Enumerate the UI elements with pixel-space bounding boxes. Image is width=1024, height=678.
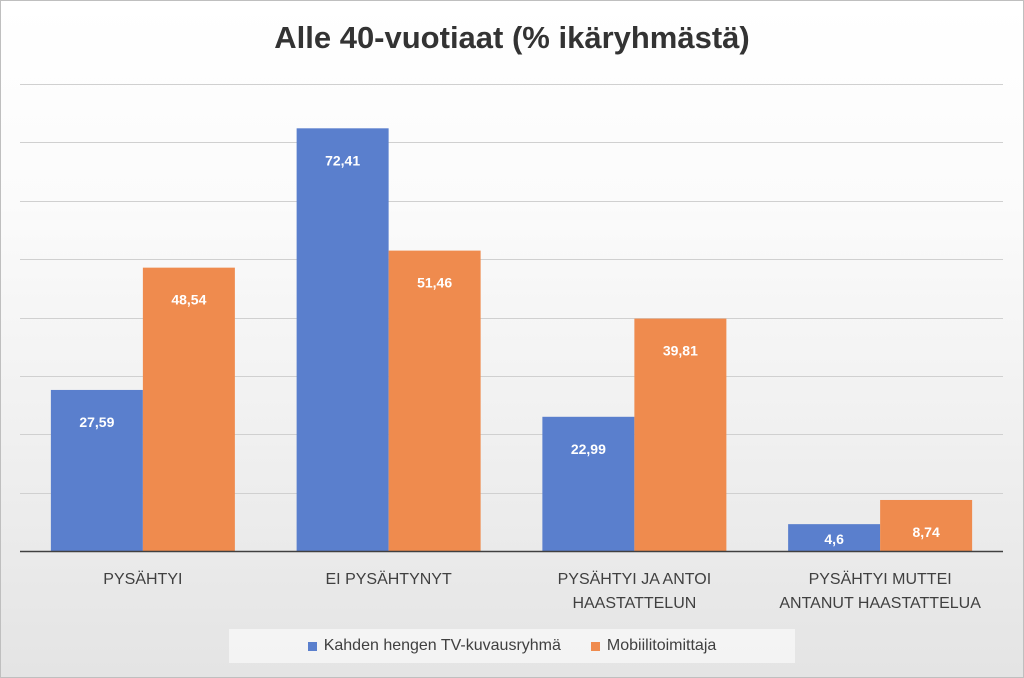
data-label: 8,74 [913, 524, 940, 540]
data-label: 39,81 [663, 343, 698, 359]
x-tick-label: HAASTATTELUN [572, 595, 696, 612]
legend-item-series-1: Kahden hengen TV-kuvausryhmä [307, 637, 561, 655]
legend: Kahden hengen TV-kuvausryhmä Mobiilitoim… [229, 629, 795, 663]
data-label: 27,59 [79, 414, 114, 430]
legend-swatch-series-1 [307, 641, 317, 651]
legend-label-series-1: Kahden hengen TV-kuvausryhmä [323, 637, 561, 654]
data-label: 22,99 [571, 441, 606, 457]
bar-series-1 [542, 416, 635, 551]
legend-label-series-2: Mobiilitoimittaja [606, 637, 717, 654]
data-label: 4,6 [824, 531, 844, 547]
x-tick-label: EI PYSÄHTYNYT [326, 570, 452, 588]
x-tick-label: PYSÄHTYI MUTTEI [809, 570, 952, 588]
bar-series-1 [296, 128, 389, 551]
bar-series-2 [388, 250, 481, 552]
data-label: 51,46 [417, 275, 452, 291]
x-tick-label: PYSÄHTYI JA ANTOI [558, 570, 712, 588]
x-tick-label: ANTANUT HAASTATTELUA [779, 595, 981, 612]
bar-series-2 [880, 499, 973, 551]
bar-series-1 [788, 524, 881, 551]
legend-item-series-2: Mobiilitoimittaja [590, 637, 717, 655]
bar-series-2 [634, 318, 727, 551]
legend-swatch-series-2 [590, 641, 600, 651]
data-label: 48,54 [171, 292, 206, 308]
chart-title: Alle 40-vuotiaat (% ikäryhmästä) [274, 20, 750, 55]
bar-series-1 [50, 389, 143, 551]
x-tick-label: PYSÄHTYI [103, 570, 182, 588]
bar-series-2 [142, 267, 235, 551]
data-label: 72,41 [325, 152, 360, 168]
